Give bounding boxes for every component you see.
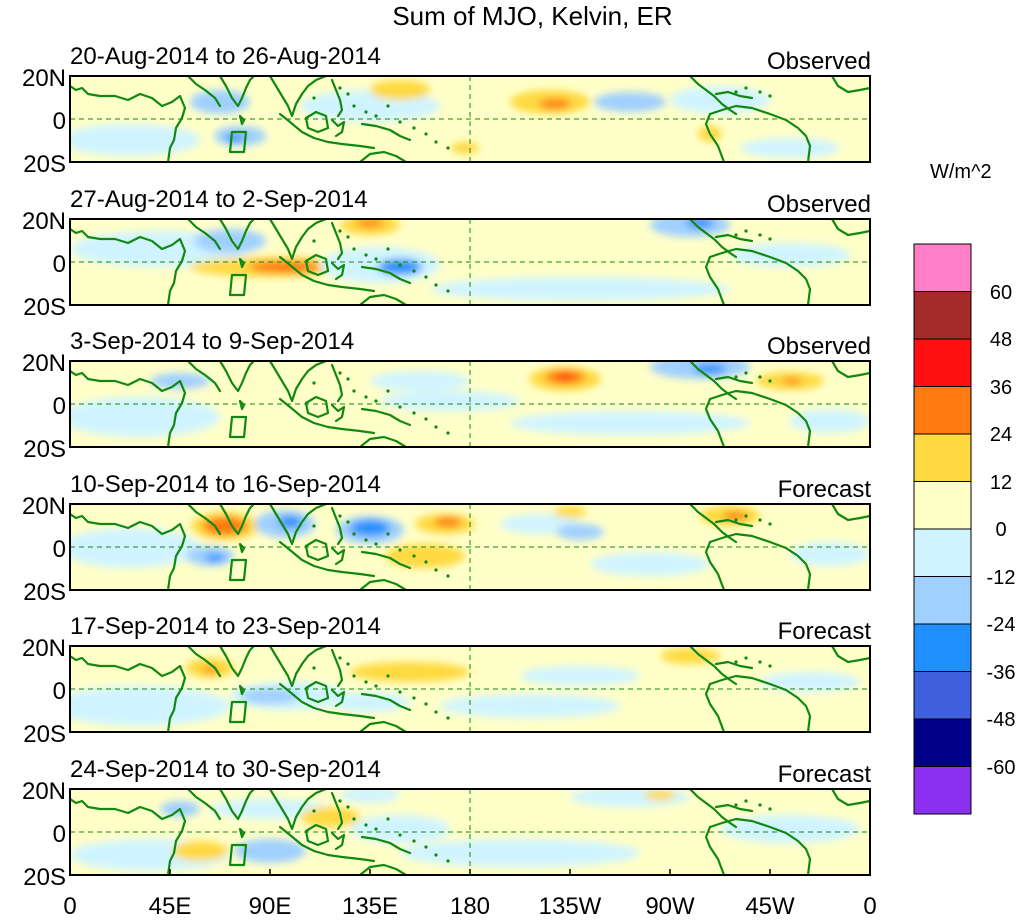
lat-label-20n: 20N — [21, 350, 66, 377]
lat-label-eq: 0 — [52, 393, 66, 420]
lon-label-0-end: 0 — [863, 893, 877, 920]
colorbar-label: 0 — [995, 519, 1007, 541]
map-panel-2 — [69, 218, 871, 306]
colorbar-swatch — [913, 766, 972, 815]
colorbar-swatch — [913, 481, 972, 530]
figure-title: Sum of MJO, Kelvin, ER — [392, 1, 673, 31]
panel-3-dates: 3-Sep-2014 to 9-Sep-2014 — [70, 328, 355, 355]
colorbar-swatch — [913, 718, 972, 767]
lat-label-20n: 20N — [21, 635, 66, 662]
panel-4-kind: Forecast — [777, 476, 871, 503]
lat-label-eq: 0 — [52, 251, 66, 278]
map-panel-6 — [69, 788, 871, 876]
panel-1-kind: Observed — [766, 48, 871, 75]
lat-label-eq: 0 — [52, 678, 66, 705]
units-label: W/m^2 — [930, 161, 992, 183]
colorbar-label: 48 — [989, 329, 1013, 351]
lon-label-90e: 90E — [248, 893, 292, 920]
lon-label-45e: 45E — [148, 893, 192, 920]
colorbar-label: 60 — [989, 282, 1013, 304]
colorbar-swatch — [913, 528, 972, 577]
map-panel-5 — [69, 645, 871, 733]
panel-5-kind: Forecast — [777, 618, 871, 645]
axis-ticks — [169, 869, 771, 875]
colorbar-label: -36 — [986, 662, 1016, 684]
lon-label-90w: 90W — [645, 893, 695, 920]
map-panel-4 — [69, 503, 871, 591]
map-panel-3 — [69, 360, 871, 448]
colorbar-swatch — [913, 386, 972, 435]
lat-label-20n: 20N — [21, 778, 66, 805]
colorbar-label: 12 — [989, 472, 1013, 494]
lon-label-180: 180 — [449, 893, 491, 920]
panel-1-dates: 20-Aug-2014 to 26-Aug-2014 — [70, 43, 381, 70]
lat-label-20s: 20S — [23, 721, 66, 748]
colorbar-label: -60 — [986, 757, 1016, 779]
lat-label-20s: 20S — [23, 579, 66, 606]
colorbar-label: -24 — [986, 614, 1016, 636]
colorbar-swatch — [913, 338, 972, 387]
lon-label-45w: 45W — [745, 893, 795, 920]
colorbar-swatch — [913, 433, 972, 482]
colorbar — [913, 243, 972, 815]
lat-label-20n: 20N — [21, 208, 66, 235]
panel-4-dates: 10-Sep-2014 to 16-Sep-2014 — [70, 471, 381, 498]
panel-6-kind: Forecast — [777, 761, 871, 788]
colorbar-label: 24 — [989, 424, 1013, 446]
lat-label-20s: 20S — [23, 864, 66, 891]
panel-3-kind: Observed — [766, 333, 871, 360]
lat-label-20n: 20N — [21, 493, 66, 520]
colorbar-swatch — [913, 243, 972, 292]
lon-label-135w: 135W — [538, 893, 602, 920]
panel-2-dates: 27-Aug-2014 to 2-Sep-2014 — [70, 186, 368, 213]
colorbar-swatch — [913, 623, 972, 672]
colorbar-swatch — [913, 576, 972, 625]
lat-label-20s: 20S — [23, 151, 66, 178]
colorbar-label: -12 — [986, 567, 1016, 589]
lat-label-20n: 20N — [21, 65, 66, 92]
panel-5-dates: 17-Sep-2014 to 23-Sep-2014 — [70, 613, 381, 640]
colorbar-swatch — [913, 671, 972, 720]
lat-label-eq: 0 — [52, 536, 66, 563]
panel-6-dates: 24-Sep-2014 to 30-Sep-2014 — [70, 756, 381, 783]
lat-label-eq: 0 — [52, 821, 66, 848]
colorbar-label: -48 — [986, 709, 1016, 731]
lon-label-0: 0 — [63, 893, 77, 920]
panel-2-kind: Observed — [766, 191, 871, 218]
colorbar-label: 36 — [989, 377, 1013, 399]
map-panel-1 — [69, 75, 871, 163]
lat-label-eq: 0 — [52, 108, 66, 135]
lat-label-20s: 20S — [23, 436, 66, 463]
lon-label-135e: 135E — [341, 893, 399, 920]
lat-label-20s: 20S — [23, 294, 66, 321]
colorbar-swatch — [913, 291, 972, 340]
